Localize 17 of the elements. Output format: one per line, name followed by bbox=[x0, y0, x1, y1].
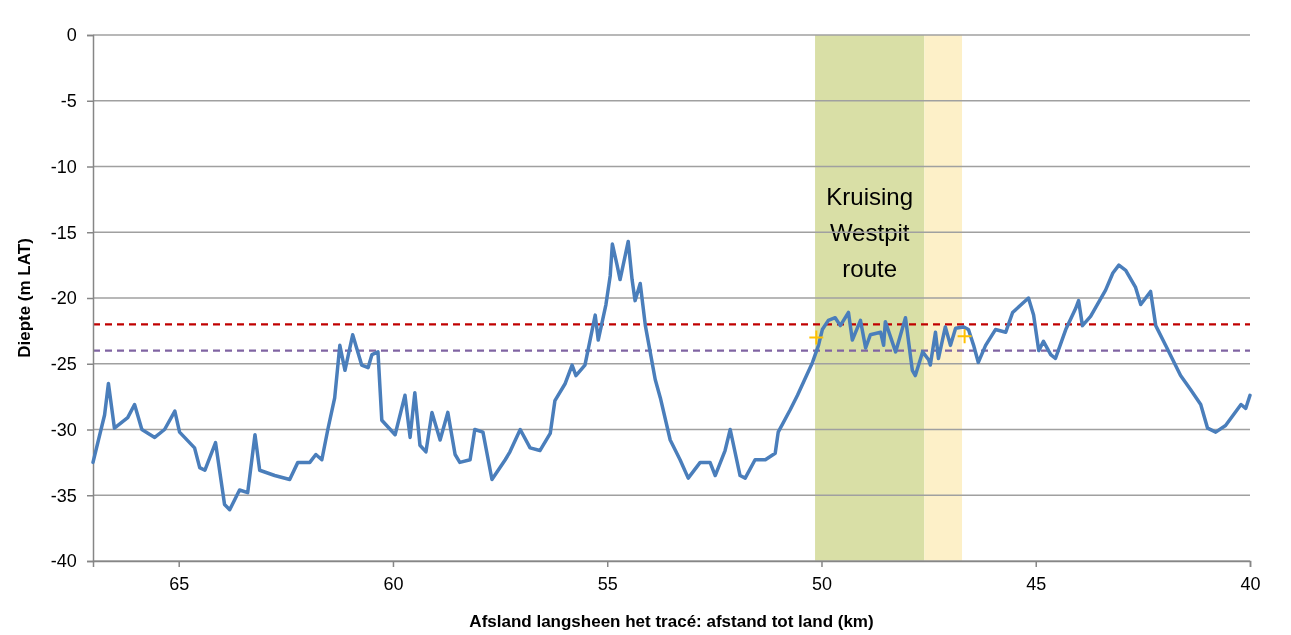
y-tick-label: -10 bbox=[50, 156, 77, 177]
y-tick-label: -15 bbox=[50, 222, 77, 243]
y-tick-label: -25 bbox=[50, 354, 77, 375]
x-tick-label: 55 bbox=[597, 573, 618, 594]
x-tick-label: 60 bbox=[383, 573, 404, 594]
y-axis-title: Diepte (m LAT) bbox=[15, 238, 34, 358]
y-tick-label: -35 bbox=[50, 485, 77, 506]
x-tick-label: 65 bbox=[169, 573, 190, 594]
x-tick-label: 40 bbox=[1240, 573, 1261, 594]
y-tick-label: -40 bbox=[50, 551, 77, 572]
y-tick-label: -20 bbox=[50, 288, 77, 309]
x-axis-title: Afsland langsheen het tracé: afstand tot land (km) bbox=[469, 612, 874, 631]
y-tick-label: -30 bbox=[50, 419, 77, 440]
y-tick-label: -5 bbox=[60, 91, 77, 112]
y-tick-label: 0 bbox=[66, 25, 77, 46]
x-tick-label: 45 bbox=[1026, 573, 1047, 594]
x-tick-label: 50 bbox=[811, 573, 832, 594]
